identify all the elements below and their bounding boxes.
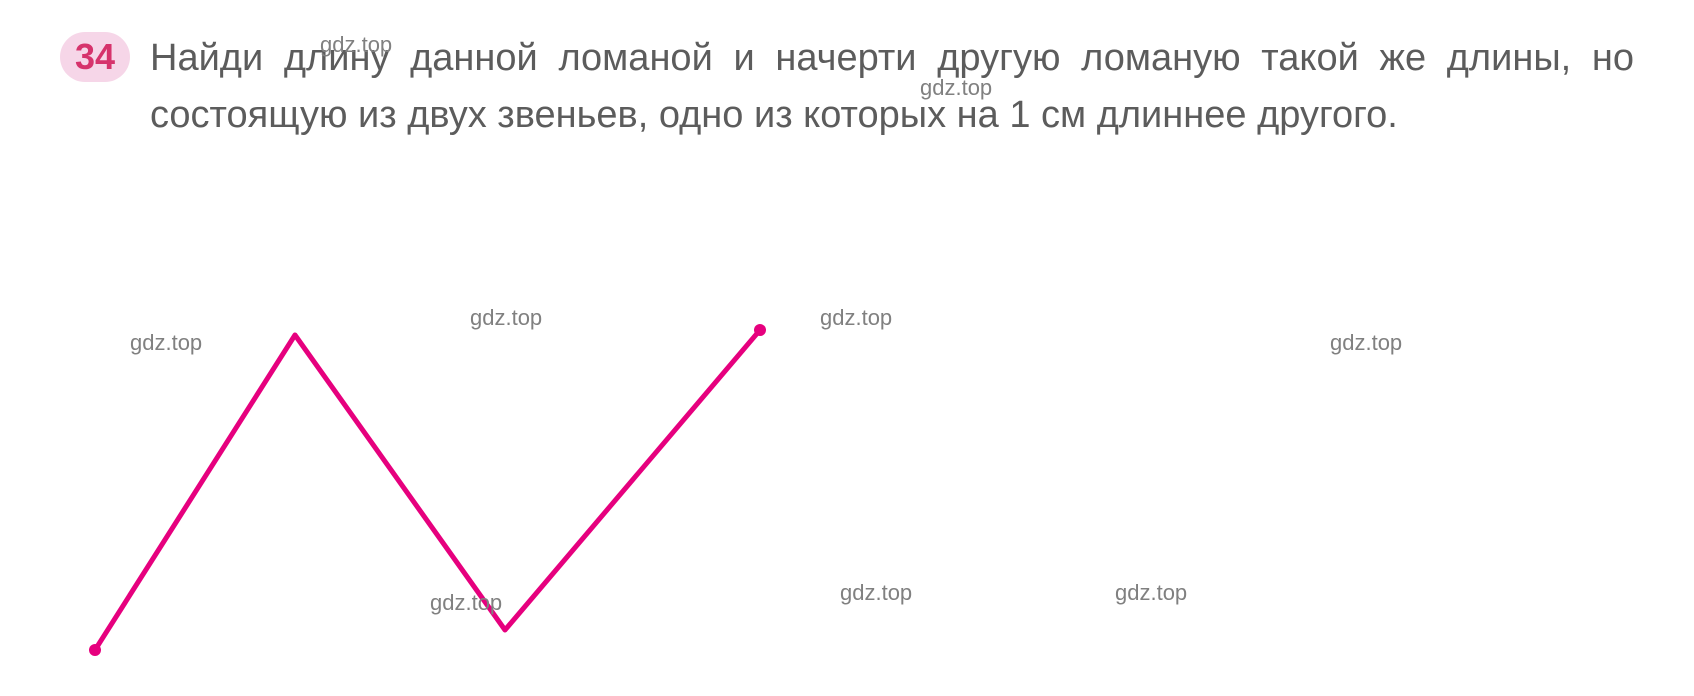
watermark-text: gdz.top: [920, 75, 992, 101]
polyline-endpoint-end: [754, 324, 766, 336]
watermark-text: gdz.top: [470, 305, 542, 331]
watermark-text: gdz.top: [320, 32, 392, 58]
watermark-text: gdz.top: [1115, 580, 1187, 606]
watermark-text: gdz.top: [840, 580, 912, 606]
watermark-text: gdz.top: [130, 330, 202, 356]
watermark-text: gdz.top: [1330, 330, 1402, 356]
page-container: 34 Найди длину данной ломаной и начерти …: [0, 0, 1694, 696]
polyline-endpoint-start: [89, 644, 101, 656]
problem-number-badge: 34: [60, 32, 130, 82]
polyline-svg: [80, 320, 830, 670]
watermark-text: gdz.top: [430, 590, 502, 616]
problem-block: 34 Найди длину данной ломаной и начерти …: [60, 30, 1634, 144]
watermark-text: gdz.top: [820, 305, 892, 331]
polyline-path: [95, 330, 760, 650]
polyline-figure: [80, 320, 830, 670]
